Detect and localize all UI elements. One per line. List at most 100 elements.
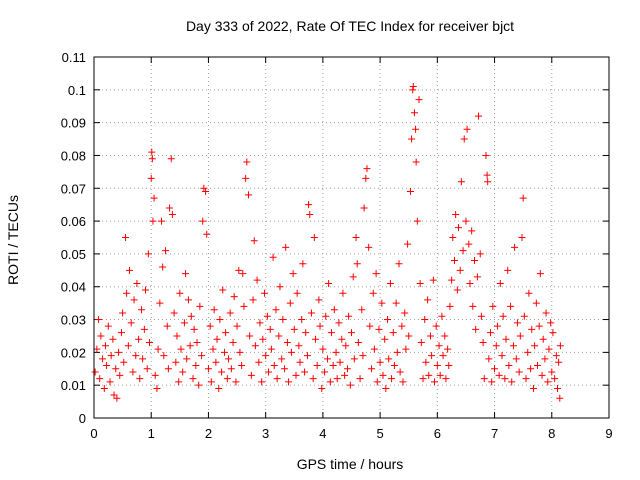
data-point — [247, 371, 255, 379]
data-point — [222, 329, 230, 337]
data-point — [516, 332, 524, 340]
data-point — [435, 342, 443, 350]
data-point — [424, 296, 432, 304]
data-point — [311, 335, 319, 343]
data-point — [177, 345, 185, 353]
data-point — [378, 299, 386, 307]
data-point — [104, 322, 112, 330]
y-axis-title: ROTI / TECUs — [5, 195, 21, 285]
y-tick-label: 0.01 — [61, 378, 86, 393]
data-point — [164, 365, 172, 373]
data-point — [463, 125, 471, 133]
data-point — [243, 158, 251, 166]
data-point — [329, 361, 337, 369]
data-point — [137, 306, 145, 314]
data-point — [432, 322, 440, 330]
data-point — [190, 325, 198, 333]
data-point — [100, 384, 108, 392]
data-point — [116, 371, 124, 379]
data-point — [519, 194, 527, 202]
y-tick-label: 0.11 — [62, 50, 86, 65]
data-point — [512, 355, 520, 363]
data-point — [210, 306, 218, 314]
data-point — [119, 309, 127, 317]
data-point — [245, 191, 252, 199]
data-point — [192, 361, 200, 369]
data-point — [258, 378, 266, 386]
x-tick-label: 0 — [90, 426, 97, 441]
data-point — [255, 358, 263, 366]
x-tick-label: 8 — [548, 426, 555, 441]
x-tick-label: 7 — [491, 426, 498, 441]
data-point — [477, 312, 485, 320]
data-point — [384, 316, 392, 324]
data-point — [240, 302, 248, 310]
data-point — [216, 316, 224, 324]
data-point — [392, 299, 400, 307]
data-point — [175, 378, 183, 386]
data-point — [270, 361, 278, 369]
data-point — [469, 302, 477, 310]
y-tick-label: 0.06 — [61, 214, 86, 229]
data-point — [267, 345, 275, 353]
data-point — [518, 234, 526, 241]
data-point — [520, 312, 528, 320]
data-point — [246, 332, 254, 340]
data-point — [101, 342, 109, 350]
data-point — [278, 355, 286, 363]
data-point — [363, 165, 371, 173]
data-point — [487, 329, 495, 337]
x-tick-label: 5 — [376, 426, 383, 441]
data-point — [313, 361, 321, 369]
data-point — [389, 329, 397, 337]
data-point — [544, 378, 552, 386]
data-point — [200, 184, 208, 192]
data-point — [301, 368, 309, 376]
data-point — [230, 293, 238, 301]
data-point — [413, 217, 421, 225]
data-point — [422, 358, 430, 366]
data-point — [472, 325, 480, 333]
data-point — [333, 375, 341, 383]
data-point — [492, 342, 500, 350]
x-tick-label: 1 — [148, 426, 155, 441]
data-point — [232, 378, 240, 386]
data-point — [388, 375, 396, 383]
data-point — [239, 270, 247, 278]
data-point — [419, 375, 427, 383]
data-point — [538, 371, 546, 379]
data-point — [465, 240, 473, 248]
data-point — [522, 375, 530, 383]
data-point — [107, 352, 115, 360]
data-point — [368, 365, 376, 373]
data-point — [466, 279, 474, 287]
data-point — [504, 266, 512, 274]
data-point — [183, 355, 191, 363]
data-point — [133, 279, 141, 287]
data-point — [482, 151, 490, 159]
data-point — [112, 365, 120, 373]
data-point — [381, 335, 389, 343]
data-point — [513, 319, 521, 327]
y-tick-label: 0.03 — [61, 313, 86, 328]
data-point — [406, 188, 414, 196]
data-point — [369, 289, 377, 297]
data-point — [460, 135, 468, 143]
data-point — [342, 342, 350, 350]
data-point — [408, 135, 416, 143]
data-point — [319, 345, 327, 353]
data-point — [148, 148, 156, 156]
data-point — [302, 329, 310, 337]
data-point — [236, 348, 244, 356]
data-point — [176, 289, 184, 297]
data-point — [303, 352, 311, 360]
data-point — [309, 375, 317, 383]
data-point — [279, 316, 287, 324]
axis-ticks — [93, 56, 610, 419]
data-point — [452, 211, 460, 219]
data-point — [375, 325, 383, 333]
data-point — [345, 312, 353, 320]
data-point — [251, 342, 259, 350]
data-point — [139, 355, 147, 363]
